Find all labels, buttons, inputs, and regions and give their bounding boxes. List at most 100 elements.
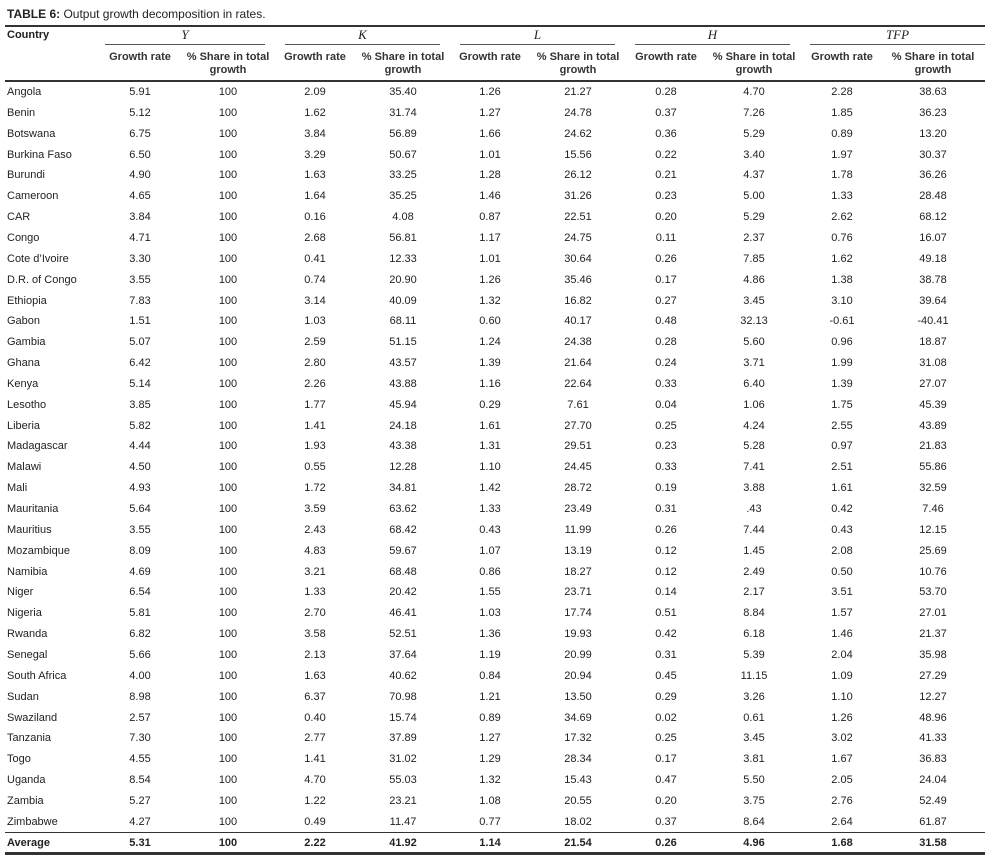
cell: 30.64 [564, 252, 592, 265]
cell: 20.90 [389, 273, 417, 286]
cell: 63.62 [389, 503, 417, 515]
cell: 2.80 [304, 357, 326, 370]
cell: 0.77 [479, 815, 501, 828]
cell: 5.50 [743, 774, 765, 787]
title-text: Output growth decomposition in rates. [63, 7, 266, 21]
cell: -0.61 [829, 315, 855, 328]
cell: 0.89 [831, 127, 853, 140]
cell: 38.78 [919, 273, 947, 286]
cell: 3.45 [743, 294, 765, 307]
cell: 6.40 [743, 377, 765, 390]
cell: 0.48 [655, 315, 677, 328]
cell: 100 [218, 753, 238, 766]
cell: 100 [218, 815, 238, 828]
cell: 1.10 [831, 690, 853, 703]
cell: 26.12 [564, 169, 592, 182]
cell: 0.86 [479, 565, 501, 578]
cell: 20.94 [564, 669, 592, 682]
cell: 3.88 [743, 482, 765, 495]
cell: 5.60 [743, 336, 765, 349]
cell: 22.64 [564, 377, 592, 390]
cell: 4.69 [129, 565, 151, 578]
cell: 0.60 [479, 315, 501, 328]
cell: 7.44 [743, 523, 765, 536]
cell: 1.29 [479, 753, 501, 766]
cell: 0.26 [655, 523, 677, 536]
cell: 1.46 [831, 628, 853, 641]
cell: 32.59 [919, 482, 947, 495]
cell: 8.64 [743, 815, 765, 828]
cell: 0.84 [479, 669, 501, 682]
group-underline [635, 44, 790, 45]
row-label: D.R. of Congo [7, 273, 77, 286]
cell: 28.48 [919, 190, 947, 203]
row-label: Burundi [7, 169, 45, 182]
group-underline [285, 44, 440, 45]
cell: 35.46 [564, 273, 592, 286]
cell: 100 [218, 690, 238, 703]
cell: 0.97 [831, 440, 853, 453]
cell: 23.21 [389, 794, 417, 807]
cell: 2.17 [743, 586, 765, 599]
cell: 2.13 [304, 648, 326, 661]
cell: 6.82 [129, 628, 151, 641]
cell: 68.48 [389, 565, 417, 578]
row-label: Mauritania [7, 503, 59, 515]
cell: 100 [218, 273, 238, 286]
cell: 1.06 [743, 398, 765, 411]
cell: 3.85 [129, 398, 151, 411]
cell: 1.07 [479, 544, 501, 557]
cell: 2.37 [743, 231, 765, 244]
row-label: Gabon [7, 315, 41, 328]
cell: 7.30 [129, 732, 151, 745]
cell: 35.25 [389, 190, 417, 203]
cell: 31.58 [919, 836, 947, 849]
cell: 16.82 [564, 294, 592, 307]
cell: 100 [218, 565, 238, 578]
cell: 0.28 [655, 336, 677, 349]
cell: 3.40 [743, 148, 765, 161]
cell: 2.51 [831, 461, 853, 474]
cell: 68.11 [389, 315, 417, 328]
cell: 1.26 [479, 86, 501, 98]
cell: 16.07 [919, 231, 947, 244]
column-header: % Share in total growth [712, 51, 796, 76]
cell: 0.20 [655, 794, 677, 807]
cell: 1.33 [831, 190, 853, 203]
cell: 0.89 [479, 711, 501, 724]
cell: 12.33 [389, 252, 417, 265]
cell: 0.49 [304, 815, 326, 828]
cell: 3.10 [831, 294, 853, 307]
cell: 43.38 [389, 440, 417, 453]
cell: 3.30 [129, 252, 151, 265]
cell: 23.49 [564, 503, 592, 515]
cell: 1.16 [479, 377, 501, 390]
cell: 2.04 [831, 648, 853, 661]
cell: 6.50 [129, 148, 151, 161]
cell: 0.96 [831, 336, 853, 349]
row-label: Mauritius [7, 523, 52, 536]
cell: 3.14 [304, 294, 326, 307]
cell: 27.07 [919, 377, 947, 390]
cell: 100 [218, 398, 238, 411]
cell: 18.87 [919, 336, 947, 349]
cell: 15.43 [564, 774, 592, 787]
row-label: Average [7, 836, 51, 849]
cell: 3.51 [831, 586, 853, 599]
cell: 31.02 [389, 753, 417, 766]
cell: 5.66 [129, 648, 151, 661]
cell: 27.29 [919, 669, 947, 682]
cell: 36.26 [919, 169, 947, 182]
cell: 0.42 [655, 628, 677, 641]
cell: 4.65 [129, 190, 151, 203]
cell: 100 [218, 503, 238, 515]
cell: 31.26 [564, 190, 592, 203]
cell: 21.54 [564, 836, 592, 849]
column-header: % Share in total growth [891, 51, 975, 76]
cell: 5.00 [743, 190, 765, 203]
cell: 2.64 [831, 815, 853, 828]
cell: 3.21 [304, 565, 326, 578]
cell: 41.92 [389, 836, 417, 849]
cell: 0.41 [304, 252, 326, 265]
